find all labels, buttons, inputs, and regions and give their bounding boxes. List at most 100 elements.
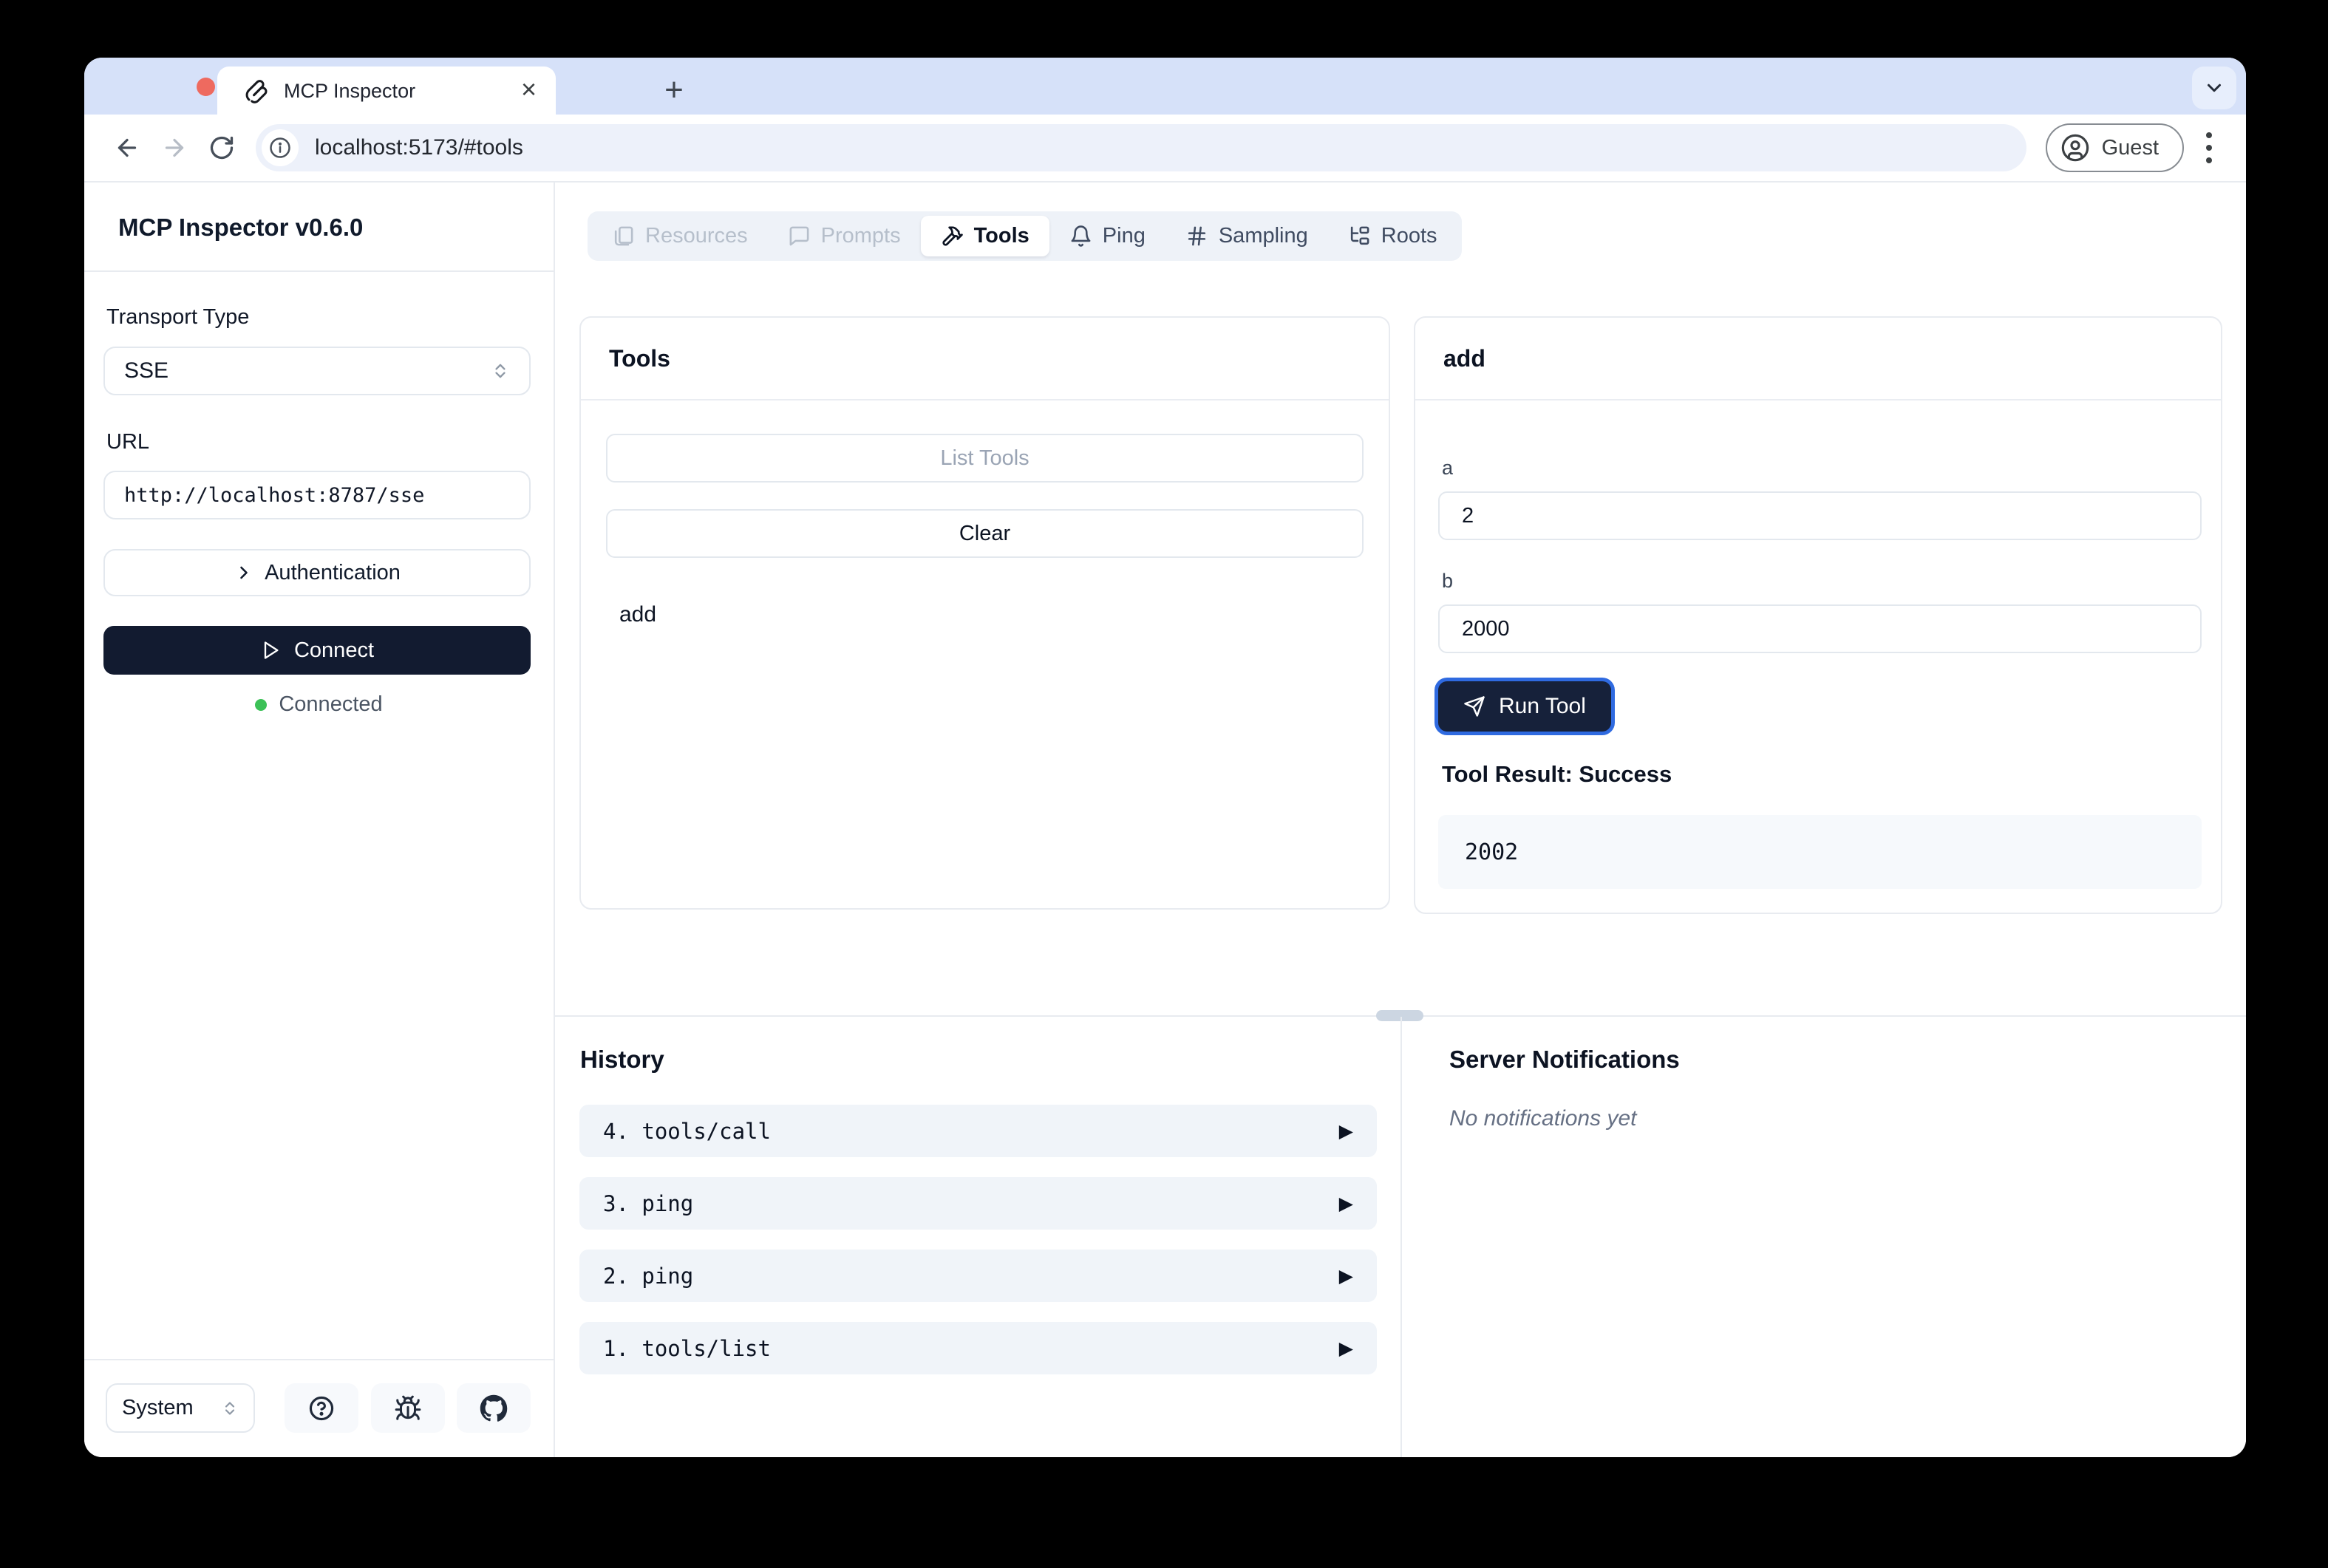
forward-button[interactable] (151, 124, 198, 171)
chevrons-up-down-icon (225, 1401, 235, 1415)
tab-roots[interactable]: Roots (1328, 216, 1457, 256)
history-item[interactable]: 3. ping ▶ (579, 1177, 1377, 1230)
connect-button[interactable]: Connect (103, 626, 531, 675)
back-button[interactable] (103, 124, 151, 171)
chevron-right-icon (240, 566, 248, 579)
bug-icon (395, 1395, 421, 1420)
clear-button[interactable]: Clear (606, 509, 1364, 558)
notifications-empty-text: No notifications yet (1449, 1106, 1637, 1131)
browser-tab[interactable]: MCP Inspector × (217, 67, 556, 115)
vertical-divider (1400, 1017, 1402, 1457)
menu-dot (2206, 145, 2212, 151)
play-icon (264, 641, 279, 659)
list-tools-button[interactable]: List Tools (606, 434, 1364, 483)
expand-arrow-icon[interactable]: ▶ (1338, 1265, 1353, 1286)
browser-window: MCP Inspector × + localhost:5173/#tools … (84, 58, 2246, 1457)
forward-arrow-icon (165, 138, 184, 157)
tools-panel: Tools List Tools Clear add (579, 316, 1390, 910)
authentication-toggle[interactable]: Authentication (103, 549, 531, 596)
site-info-button[interactable] (262, 129, 299, 166)
browser-menu-button[interactable] (2206, 132, 2212, 163)
github-icon (480, 1394, 508, 1422)
expand-arrow-icon[interactable]: ▶ (1338, 1337, 1353, 1359)
run-tool-label: Run Tool (1499, 694, 1586, 718)
bell-icon (1071, 225, 1091, 247)
chevrons-up-down-icon (495, 364, 506, 378)
feature-tabs: Resources Prompts Tools Ping Sampling (588, 211, 1462, 261)
theme-select[interactable]: System (106, 1383, 255, 1433)
help-circle-icon (309, 1396, 334, 1420)
app-title: MCP Inspector v0.6.0 (118, 214, 364, 241)
help-button[interactable] (285, 1383, 358, 1433)
history-item-label: 4. tools/call (603, 1118, 771, 1144)
param-b-label: b (1442, 570, 1454, 592)
reload-icon (210, 136, 234, 160)
address-bar[interactable]: localhost:5173/#tools (256, 124, 2026, 171)
transport-type-select[interactable]: SSE (103, 347, 531, 395)
theme-value: System (122, 1396, 194, 1419)
server-notifications-title: Server Notifications (1449, 1046, 1680, 1073)
tab-title: MCP Inspector (284, 79, 416, 102)
tab-label: Prompts (820, 224, 901, 248)
reload-button[interactable] (198, 124, 245, 171)
user-circle-icon (2061, 134, 2089, 162)
history-item-label: 2. ping (603, 1263, 694, 1289)
tab-ping[interactable]: Ping (1049, 216, 1165, 256)
history-item[interactable]: 4. tools/call ▶ (579, 1105, 1377, 1157)
tool-runner-title: add (1415, 318, 2221, 400)
expand-arrow-icon[interactable]: ▶ (1338, 1120, 1353, 1142)
transport-type-value: SSE (124, 358, 169, 383)
resize-handle[interactable] (1376, 1010, 1423, 1021)
connect-label: Connect (293, 638, 374, 662)
tab-resources[interactable]: Resources (592, 216, 768, 256)
url-value: http://localhost:8787/sse (124, 483, 425, 507)
tool-result-heading: Tool Result: Success (1442, 761, 1672, 787)
new-tab-button[interactable]: + (664, 72, 684, 108)
close-window-button[interactable] (197, 78, 215, 96)
sidebar-divider (84, 270, 554, 272)
github-button[interactable] (457, 1383, 531, 1433)
menu-dot (2206, 157, 2212, 163)
tab-tools[interactable]: Tools (920, 216, 1049, 256)
folder-tree-icon (1350, 226, 1369, 245)
debug-button[interactable] (371, 1383, 445, 1433)
status-dot (255, 698, 268, 711)
param-a-input[interactable] (1438, 491, 2202, 540)
history-item-label: 3. ping (603, 1190, 694, 1216)
profile-label: Guest (2101, 135, 2159, 160)
transport-type-label: Transport Type (106, 305, 250, 329)
info-icon (270, 137, 290, 158)
mcp-logo-icon (245, 80, 268, 103)
history-item[interactable]: 1. tools/list ▶ (579, 1322, 1377, 1374)
back-arrow-icon (118, 138, 137, 157)
tool-runner-panel: add a b Run Tool Tool Result: Success 20… (1414, 316, 2222, 914)
sidebar: MCP Inspector v0.6.0 Transport Type SSE … (84, 183, 555, 1457)
status-label: Connected (279, 692, 383, 716)
tab-prompts[interactable]: Prompts (768, 216, 921, 256)
close-tab-icon[interactable]: × (520, 74, 537, 104)
history-item[interactable]: 2. ping ▶ (579, 1250, 1377, 1302)
tab-label: Ping (1102, 224, 1146, 248)
tool-list-item-add[interactable]: add (619, 602, 657, 627)
expand-arrow-icon[interactable]: ▶ (1338, 1193, 1353, 1214)
history-title: History (580, 1046, 664, 1073)
url-text: localhost:5173/#tools (315, 135, 523, 160)
authentication-label: Authentication (265, 560, 401, 584)
connection-status: Connected (84, 692, 554, 717)
run-tool-button[interactable]: Run Tool (1438, 681, 1611, 732)
tab-label: Roots (1381, 224, 1437, 248)
tab-label: Tools (973, 224, 1029, 248)
param-a-label: a (1442, 457, 1454, 479)
hash-icon (1188, 226, 1205, 246)
profile-button[interactable]: Guest (2045, 123, 2184, 172)
files-icon (614, 226, 633, 246)
message-square-icon (789, 226, 809, 246)
sidebar-bottom-divider (84, 1359, 554, 1360)
tools-panel-title: Tools (581, 318, 1389, 400)
tab-search-button[interactable] (2192, 67, 2236, 109)
param-b-input[interactable] (1438, 604, 2202, 653)
browser-toolbar: localhost:5173/#tools Guest (84, 115, 2246, 183)
tab-sampling[interactable]: Sampling (1165, 216, 1328, 256)
url-input[interactable]: http://localhost:8787/sse (103, 471, 531, 519)
browser-tab-strip: MCP Inspector × + (84, 58, 2246, 115)
